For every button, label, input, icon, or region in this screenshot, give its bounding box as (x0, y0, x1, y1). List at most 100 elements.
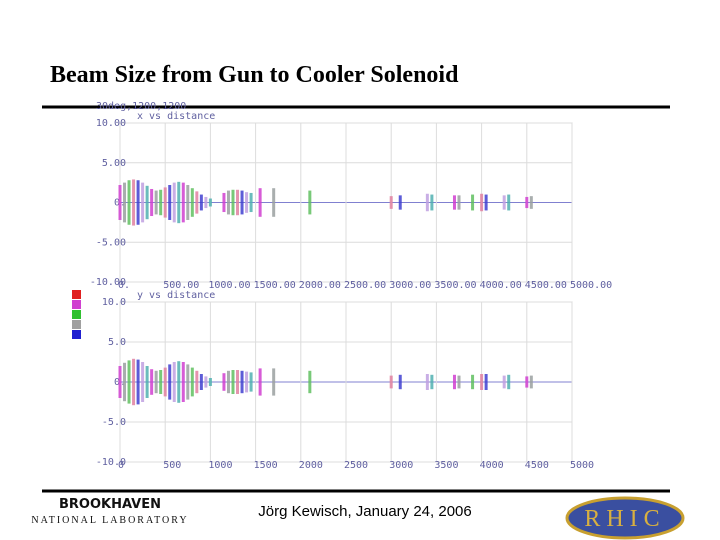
x-tick-label: 0. (118, 280, 130, 291)
envelope-bar (141, 362, 145, 402)
envelope-bar (226, 370, 230, 394)
panel-subtitle: 30deg,1200,1200 (96, 101, 186, 112)
envelope-bar (245, 371, 249, 393)
envelope-bar (249, 372, 253, 392)
envelope-bar (389, 196, 393, 209)
envelope-bar (272, 368, 276, 396)
y-tick-label: 10.00 (96, 118, 126, 129)
envelope-bar (236, 370, 240, 394)
logo-text: BROOKHAVEN (59, 497, 161, 512)
envelope-bar (190, 367, 194, 397)
envelope-bar (132, 358, 136, 406)
envelope-bar (172, 362, 176, 402)
envelope-bar (118, 185, 122, 220)
y-tick-label: 5.00 (102, 158, 126, 169)
x-tick-label: 2500 (344, 460, 368, 471)
envelope-bar (181, 182, 185, 223)
x-tick-label: 500 (163, 460, 181, 471)
logo-subtext: NATIONAL LABORATORY (31, 515, 188, 526)
envelope-bar (195, 191, 199, 214)
envelope-bar (118, 366, 122, 398)
envelope-bar (181, 362, 185, 402)
envelope-bar (484, 194, 488, 211)
x-tick-label: 4000 (480, 460, 504, 471)
envelope-bar (457, 375, 461, 389)
legend-swatches (72, 290, 81, 339)
y-tick-label: 5.0 (108, 337, 126, 348)
envelope-bar (272, 188, 276, 217)
envelope-bar (159, 189, 163, 216)
envelope-bar (186, 185, 190, 220)
envelope-bar (141, 182, 145, 223)
x-tick-label: 3000.00 (389, 280, 431, 291)
footer-text: Jörg Kewisch, January 24, 2006 (258, 503, 471, 520)
envelope-bar (222, 373, 226, 391)
envelope-bar (136, 180, 140, 225)
x-tick-label: 5000 (570, 460, 594, 471)
envelope-bar (208, 198, 212, 207)
envelope-bar (258, 188, 262, 217)
envelope-bar (425, 193, 429, 212)
envelope-bar (525, 376, 529, 388)
envelope-bar (231, 189, 235, 216)
x-tick-label: 1500 (254, 460, 278, 471)
y-tick-label: -10.0 (96, 457, 126, 468)
envelope-bar (258, 368, 262, 396)
envelope-bar (150, 188, 154, 217)
x-tick-label: 2000 (299, 460, 323, 471)
x-tick-label: 500.00 (163, 280, 199, 291)
envelope-bar (127, 180, 131, 225)
envelope-bar (308, 190, 312, 215)
envelope-bar (389, 375, 393, 389)
envelope-bar (136, 359, 140, 405)
envelope-bar (150, 369, 154, 395)
envelope-bar (159, 370, 163, 394)
envelope-bar (199, 374, 203, 390)
envelope-bar (204, 196, 208, 209)
envelope-bar (208, 378, 212, 386)
envelope-bar (471, 194, 475, 211)
envelope-bar (398, 374, 402, 390)
envelope-bar (430, 194, 434, 211)
y-tick-label: -10.00 (90, 277, 126, 288)
panel-title: y vs distance (137, 290, 215, 301)
envelope-bar (168, 364, 172, 400)
envelope-bar (240, 370, 244, 394)
envelope-bar (186, 364, 190, 400)
envelope-bar (177, 361, 181, 403)
envelope-bar (123, 362, 127, 402)
envelope-bar (154, 190, 158, 215)
envelope-bar (236, 189, 240, 216)
logo-badge (565, 496, 685, 540)
x-tick-label: 3500 (434, 460, 458, 471)
x-tick-label: 0 (118, 460, 124, 471)
x-tick-label: 4000.00 (480, 280, 522, 291)
envelope-bar (452, 195, 456, 210)
envelope-bar (163, 367, 167, 397)
envelope-bar (471, 374, 475, 390)
y-tick-label: 10.0 (102, 297, 126, 308)
envelope-bar (398, 195, 402, 210)
x-tick-label: 1000.00 (208, 280, 250, 291)
envelope-bar (529, 196, 533, 209)
x-tick-label: 4500 (525, 460, 549, 471)
x-tick-label: 3000 (389, 460, 413, 471)
envelope-bar (154, 370, 158, 394)
envelope-bar (529, 375, 533, 389)
envelope-bar (502, 375, 506, 389)
envelope-bar (132, 179, 136, 226)
envelope-bar (308, 370, 312, 394)
envelope-bar (190, 188, 194, 217)
envelope-bar (145, 366, 149, 398)
envelope-bar (123, 182, 127, 223)
y-tick-label: -5.00 (96, 237, 126, 248)
envelope-bar (425, 374, 429, 390)
x-tick-label: 3500.00 (434, 280, 476, 291)
envelope-bar (240, 190, 244, 215)
envelope-bar (507, 374, 511, 390)
envelope-bar (195, 370, 199, 394)
x-tick-label: 2000.00 (299, 280, 341, 291)
envelope-bar (168, 185, 172, 220)
envelope-bar (222, 192, 226, 213)
